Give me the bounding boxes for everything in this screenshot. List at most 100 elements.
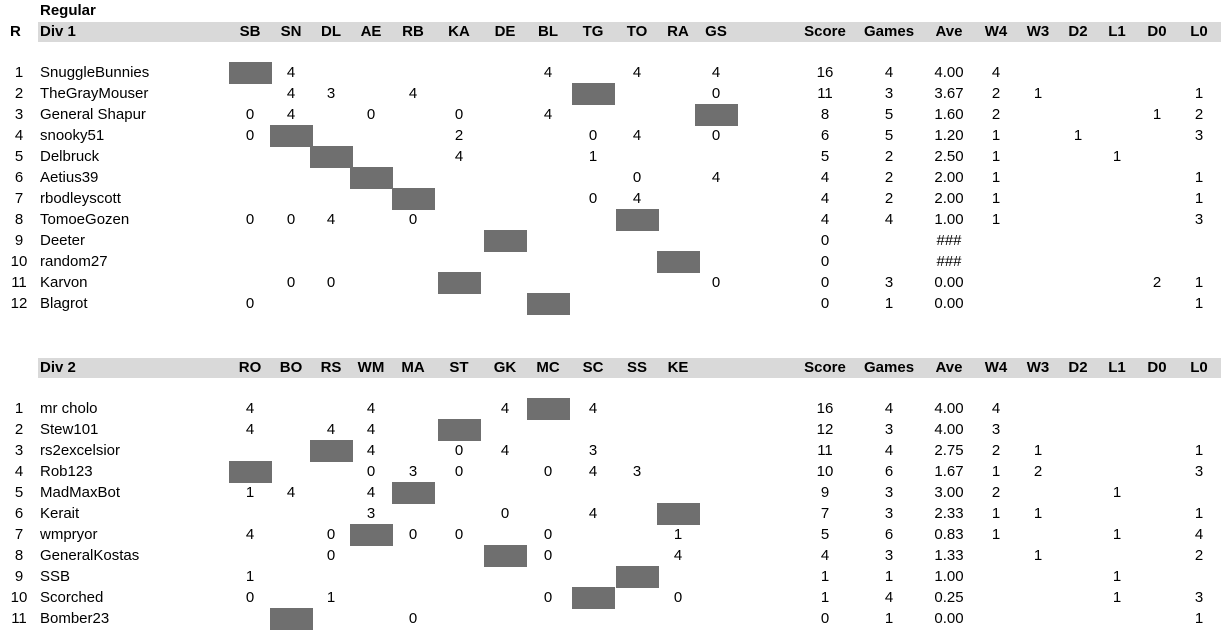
stat-header: D0 bbox=[1147, 359, 1167, 376]
result-cell: 0 bbox=[543, 589, 553, 606]
result-cell: 0 bbox=[245, 127, 255, 144]
stat-cell: 4 bbox=[820, 211, 830, 228]
opponent-header: SN bbox=[280, 23, 302, 40]
rank-cell: 1 bbox=[14, 64, 24, 81]
stat-cell: 1.00 bbox=[934, 211, 964, 228]
stat-cell: 1 bbox=[991, 127, 1001, 144]
result-cell: 4 bbox=[632, 190, 642, 207]
opponent-header: KE bbox=[667, 359, 689, 376]
stat-cell: 3 bbox=[884, 505, 894, 522]
self-match-block bbox=[616, 566, 659, 588]
result-cell: 0 bbox=[326, 547, 336, 564]
result-cell: 0 bbox=[408, 526, 418, 543]
stat-cell: 1 bbox=[1112, 526, 1122, 543]
stat-cell: 3 bbox=[884, 421, 894, 438]
self-match-block bbox=[229, 461, 272, 483]
result-cell: 4 bbox=[326, 211, 336, 228]
stat-cell: 1 bbox=[884, 568, 894, 585]
stat-cell: 0 bbox=[820, 295, 830, 312]
stat-cell: 4 bbox=[1194, 526, 1204, 543]
stat-cell: 2 bbox=[884, 148, 894, 165]
stat-cell: 1 bbox=[820, 568, 830, 585]
result-cell: 4 bbox=[366, 400, 376, 417]
stat-cell: 9 bbox=[820, 484, 830, 501]
stat-cell: 1 bbox=[991, 463, 1001, 480]
self-match-block bbox=[310, 146, 353, 168]
stat-cell: 1 bbox=[1073, 127, 1083, 144]
stat-cell: 6 bbox=[884, 463, 894, 480]
result-cell: 0 bbox=[543, 463, 553, 480]
opponent-header: RO bbox=[238, 359, 262, 376]
header-bar bbox=[38, 22, 1221, 42]
result-cell: 4 bbox=[286, 64, 296, 81]
result-cell: 3 bbox=[632, 463, 642, 480]
stat-cell: 5 bbox=[820, 148, 830, 165]
stat-header: D2 bbox=[1068, 359, 1088, 376]
result-cell: 4 bbox=[286, 85, 296, 102]
stat-cell: 2.00 bbox=[934, 190, 964, 207]
result-cell: 0 bbox=[366, 106, 376, 123]
stat-cell: 1 bbox=[1033, 505, 1043, 522]
self-match-block bbox=[270, 125, 313, 147]
rank-cell: 7 bbox=[14, 526, 24, 543]
result-cell: 4 bbox=[711, 64, 721, 81]
result-cell: 0 bbox=[673, 589, 683, 606]
result-cell: 0 bbox=[543, 547, 553, 564]
result-cell: 1 bbox=[673, 526, 683, 543]
result-cell: 2 bbox=[454, 127, 464, 144]
stat-cell: 2 bbox=[991, 85, 1001, 102]
result-cell: 0 bbox=[454, 463, 464, 480]
player-name: SSB bbox=[40, 568, 71, 585]
stat-cell: 1 bbox=[884, 610, 894, 627]
result-cell: 4 bbox=[326, 421, 336, 438]
stat-cell: 5 bbox=[820, 526, 830, 543]
stat-cell: 1.60 bbox=[934, 106, 964, 123]
result-cell: 4 bbox=[500, 442, 510, 459]
stat-cell: 3 bbox=[1194, 211, 1204, 228]
result-cell: 0 bbox=[408, 610, 418, 627]
result-cell: 4 bbox=[286, 484, 296, 501]
self-match-block bbox=[484, 545, 527, 567]
result-cell: 0 bbox=[326, 526, 336, 543]
self-match-block bbox=[392, 188, 435, 210]
stat-cell: 1.67 bbox=[934, 463, 964, 480]
player-name: wmpryor bbox=[40, 526, 98, 543]
stat-cell: 1 bbox=[991, 190, 1001, 207]
opponent-header: WM bbox=[357, 359, 385, 376]
stat-header: L0 bbox=[1190, 359, 1208, 376]
rank-cell: 2 bbox=[14, 85, 24, 102]
result-cell: 0 bbox=[454, 106, 464, 123]
page-title: Regular bbox=[40, 2, 96, 19]
stat-header: D2 bbox=[1068, 23, 1088, 40]
result-cell: 4 bbox=[588, 400, 598, 417]
result-cell: 0 bbox=[711, 127, 721, 144]
stat-cell: 0 bbox=[820, 274, 830, 291]
stat-cell: 3 bbox=[884, 85, 894, 102]
player-name: random27 bbox=[40, 253, 108, 270]
stat-cell: ### bbox=[936, 232, 962, 249]
result-cell: 3 bbox=[366, 505, 376, 522]
stat-cell: 3 bbox=[884, 484, 894, 501]
player-name: snooky51 bbox=[40, 127, 105, 144]
opponent-header: GS bbox=[705, 23, 727, 40]
opponent-header: AE bbox=[360, 23, 382, 40]
stat-cell: 4.00 bbox=[934, 421, 964, 438]
stat-cell: 11 bbox=[817, 442, 833, 459]
opponent-header: TO bbox=[626, 23, 648, 40]
self-match-block bbox=[270, 608, 313, 630]
stat-cell: 0 bbox=[820, 253, 830, 270]
result-cell: 0 bbox=[588, 127, 598, 144]
division-name: Div 2 bbox=[40, 359, 76, 376]
rank-cell: 6 bbox=[14, 505, 24, 522]
result-cell: 0 bbox=[454, 526, 464, 543]
rank-cell: 8 bbox=[14, 547, 24, 564]
stat-cell: 1 bbox=[1033, 442, 1043, 459]
stat-cell: 1 bbox=[1033, 547, 1043, 564]
result-cell: 4 bbox=[632, 127, 642, 144]
player-name: TheGrayMouser bbox=[40, 85, 149, 102]
rank-cell: 3 bbox=[14, 442, 24, 459]
stat-cell: 1 bbox=[1112, 148, 1122, 165]
player-name: Blagrot bbox=[40, 295, 88, 312]
rank-cell: 4 bbox=[14, 127, 24, 144]
self-match-block bbox=[527, 398, 570, 420]
